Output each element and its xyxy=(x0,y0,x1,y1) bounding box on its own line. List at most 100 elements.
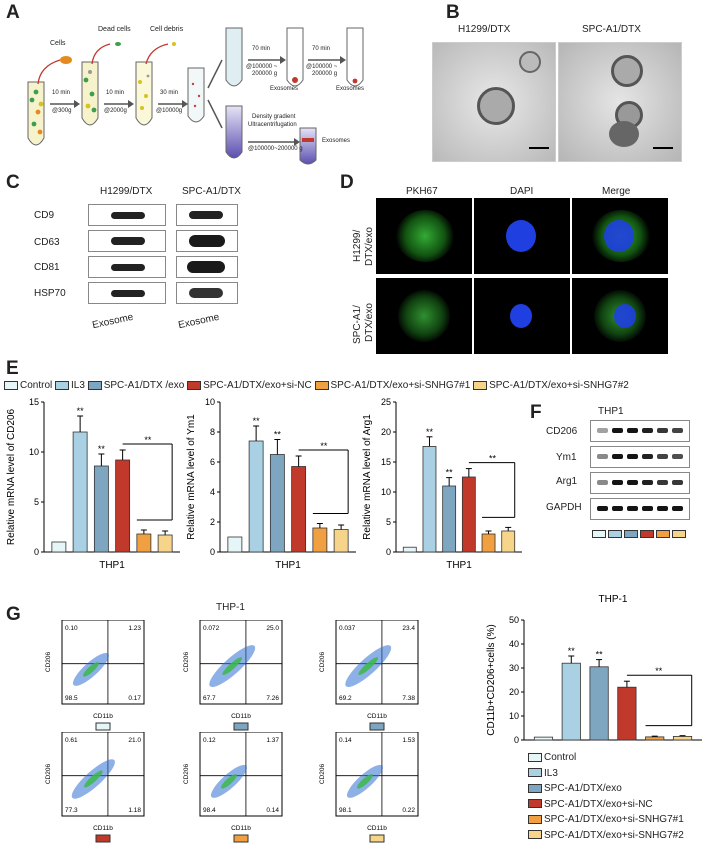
f-lane-key-5 xyxy=(672,530,686,538)
arg1-ytick-label-4: 20 xyxy=(381,427,391,437)
f-band-3-4 xyxy=(657,506,668,511)
arg1-ylabel: Relative mRNA level of Arg1 xyxy=(362,414,373,540)
ym1-bar-3 xyxy=(291,466,307,553)
wb-band-cd63-spca1 xyxy=(176,230,238,252)
chart-cd11b-cd206: 0 10 20 30 40 50 CD11b+CD206+cells (%) THP-1 ** *… xyxy=(486,594,702,745)
flow-quad-1-3: 7.26 xyxy=(266,695,279,702)
f-band-0-3 xyxy=(642,428,653,433)
arg1-bar-3 xyxy=(461,476,476,553)
g-ytick-label-3: 30 xyxy=(509,663,519,673)
flow-ylabel-5: CD206 xyxy=(319,763,326,784)
flow-plots: 0.10 1.23 98.5 0.17 CD11b CD206 0.072 25.0 67.7 7… xyxy=(0,612,460,850)
chart-cd206: 0 5 10 15 Relative mRNA level of CD206 THP1 **… xyxy=(6,397,180,571)
wb-row-cd81: CD81 xyxy=(34,262,60,273)
flow-key-0 xyxy=(95,722,111,731)
wb-band-cd9-h1299 xyxy=(88,204,166,226)
cd206-ytick-label-2: 10 xyxy=(29,447,39,457)
cd206-bar-2 xyxy=(93,465,109,553)
f-band-1-2 xyxy=(627,454,638,459)
g-ytick-label-2: 20 xyxy=(509,687,519,697)
flow-quad-4-2: 98.4 xyxy=(203,807,216,814)
g-legend-5: SPC-A1/DTX/exo+si-SNHG7#2 xyxy=(544,829,684,841)
g-legend-4: SPC-A1/DTX/exo+si-SNHG7#1 xyxy=(544,814,684,825)
flow-xlabel-5: CD11b xyxy=(367,825,387,832)
f-band-2-3 xyxy=(642,480,653,485)
flow-quad-0-3: 0.17 xyxy=(128,695,141,702)
arg1-bracket-sig: ** xyxy=(489,454,497,464)
flow-quad-3-1: 21.0 xyxy=(128,737,141,744)
if-header-pkh67: PKH67 xyxy=(406,186,438,197)
flow-plot-2: 0.037 23.4 69.2 7.38 CD11b CD206 xyxy=(319,620,419,731)
step3-g: @10000g xyxy=(156,108,183,114)
tube-9 xyxy=(299,127,317,165)
f-lane-key-3 xyxy=(640,530,654,538)
f-band-0-1 xyxy=(612,428,623,433)
ym1-ytick-label-5: 10 xyxy=(205,397,215,407)
chart-arg1: 0 5 10 15 20 25 Relative mRNA level of Arg1 THP… xyxy=(362,397,522,571)
wb-header-spca1: SPC-A1/DTX xyxy=(182,186,241,197)
tem-label-h1299: H1299/DTX xyxy=(458,24,511,35)
flow-plot-0: 0.10 1.23 98.5 0.17 CD11b CD206 xyxy=(45,620,145,731)
f-lane-key-4 xyxy=(656,530,670,538)
tem-label-spca1: SPC-A1/DTX xyxy=(582,24,641,35)
wb-row-cd63: CD63 xyxy=(34,237,60,248)
f-band-3-2 xyxy=(627,506,638,511)
if-dapi-h1299 xyxy=(474,198,570,274)
f-band-2-2 xyxy=(627,480,638,485)
flow-key-4 xyxy=(233,834,249,843)
f-title: THP1 xyxy=(598,406,624,417)
f-lane-key-2 xyxy=(624,530,638,538)
flow-quad-2-1: 23.4 xyxy=(402,625,415,632)
g-bar-3 xyxy=(617,686,637,741)
flow-plot-3: 0.61 21.0 77.3 1.18 CD11b CD206 xyxy=(45,732,145,843)
e-legend-1: IL3 xyxy=(71,380,85,391)
ym1-ytick-label-3: 6 xyxy=(210,457,215,467)
f-band-3-1 xyxy=(612,506,623,511)
flow-key-5 xyxy=(369,834,385,843)
g-ytick-label-0: 0 xyxy=(514,735,519,745)
f-band-3-5 xyxy=(672,506,683,511)
if-merge-h1299 xyxy=(572,198,668,274)
tube-7 xyxy=(346,27,364,87)
exosomes-label-2: Exosomes xyxy=(336,86,365,92)
arg1-bar-5 xyxy=(501,530,516,553)
flow-quad-3-2: 77.3 xyxy=(65,807,78,814)
f-band-2-4 xyxy=(657,480,668,485)
g-legend: Control IL3 SPC-A1/DTX/exo SPC-A1/DTX/ex… xyxy=(528,750,684,843)
arg1-bar-0 xyxy=(402,546,417,553)
f-band-0-4 xyxy=(657,428,668,433)
flow-key-2 xyxy=(369,722,385,731)
f-band-3-3 xyxy=(642,506,653,511)
flow-xlabel-2: CD11b xyxy=(367,713,387,720)
if-pkh67-h1299 xyxy=(376,198,472,274)
flow-ylabel-1: CD206 xyxy=(183,651,190,672)
g-bar-5 xyxy=(672,735,693,741)
cd206-ytick-label-0: 0 xyxy=(34,547,39,557)
f-blot-row-2 xyxy=(590,472,690,494)
if-header-merge: Merge xyxy=(602,186,631,197)
f-band-0-5 xyxy=(672,428,683,433)
f-band-1-3 xyxy=(642,454,653,459)
g-ytick-label-1: 10 xyxy=(509,711,519,721)
g-legend-2: SPC-A1/DTX/exo xyxy=(544,783,622,794)
ym1-bar-5 xyxy=(333,529,349,553)
tube-3 xyxy=(135,61,153,126)
flow-core-0 xyxy=(83,662,99,677)
flow-quad-4-0: 0.12 xyxy=(203,737,216,744)
e-legend-0: Control xyxy=(20,380,53,391)
f-band-0-2 xyxy=(627,428,638,433)
e-legend-4: SPC-A1/DTX/exo+si-SNHG7#1 xyxy=(330,380,471,391)
cd206-ytick-label-3: 15 xyxy=(29,397,39,407)
flow-plot-1: 0.072 25.0 67.7 7.26 CD11b CD206 xyxy=(183,620,283,731)
step5-time: 70 min xyxy=(312,46,331,52)
flow-quad-1-0: 0.072 xyxy=(203,625,220,632)
g-sig-1: ** xyxy=(568,646,576,656)
if-dapi-spca1 xyxy=(474,278,570,354)
step5-gb: 200000 g xyxy=(312,71,338,77)
wb-band-cd81-h1299 xyxy=(88,256,166,278)
panel-label-g: G xyxy=(6,604,21,625)
cd206-xlabel: THP1 xyxy=(99,560,125,571)
f-lane-key-1 xyxy=(608,530,622,538)
panel-label-a: A xyxy=(6,2,20,23)
g-bar-4 xyxy=(645,736,665,741)
